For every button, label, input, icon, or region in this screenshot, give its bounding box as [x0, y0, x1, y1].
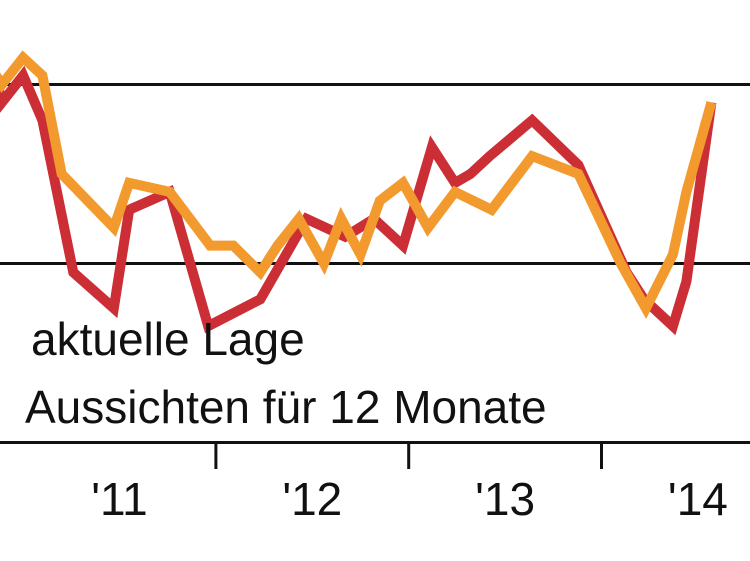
x-axis-ticks	[214, 442, 603, 469]
x-tick-label: '12	[282, 473, 342, 525]
series-layer	[0, 50, 717, 336]
series-line-aussichten	[0, 50, 717, 319]
x-tick-label: '11	[91, 473, 148, 525]
x-tick-labels: '11 '12 '13 '14	[91, 473, 728, 525]
legend-entry-aussichten: Aussichten für 12 Monate	[25, 381, 547, 433]
legend-entry-aktuelle-lage: aktuelle Lage	[31, 313, 305, 365]
x-tick-label: '13	[475, 473, 535, 525]
series-line-aktuelle-lage	[0, 65, 717, 336]
x-tick-label: '14	[668, 473, 728, 525]
